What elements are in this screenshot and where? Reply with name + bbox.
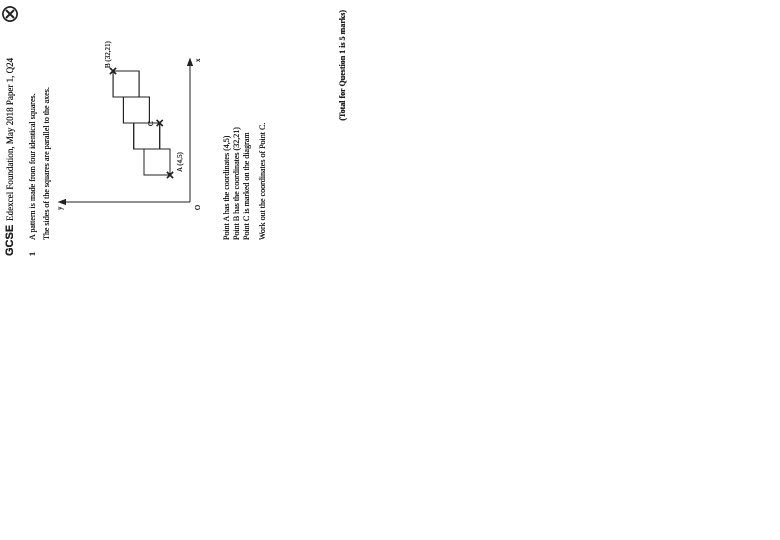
total-marks: (Total for Question 1 is 5 marks) [338,10,347,121]
diagram-label: x [194,58,202,62]
diagram-label: x [194,58,202,62]
note-text: Work out the coordinates of Point C. [258,122,267,240]
note-text: Point B has the coordinates (32,21) [232,127,241,240]
diagram-label: C [147,121,155,126]
arrow [187,58,193,66]
diagram-label: x [194,58,202,62]
diagram-label: C [147,121,155,126]
diagram-label: O [194,205,202,210]
diagram-label: B (32,21) [104,41,112,69]
diagram-label: O [194,205,202,210]
logo-cross [5,9,15,19]
diagram-label: A (4,5) [176,152,184,173]
diagram-label: B (32,21) [104,41,112,69]
note-text: Point A has the coordinates (4,5) [222,135,231,240]
square [112,70,140,98]
diagram-label: C [147,121,155,126]
page-content: GCSEEdexcel Foundation, May 2018 Paper 1… [0,0,365,262]
diagram-label: B (32,21) [104,41,112,69]
diagram-label: A (4,5) [176,152,184,173]
logo [2,6,18,22]
diagram-label: y [56,206,64,210]
diagram-label: C [147,121,155,126]
diagram-label: y [56,206,64,210]
square [133,122,161,150]
point-cross [109,67,117,75]
diagram-label: A (4,5) [176,152,184,173]
square [122,96,150,124]
diagram-label: x [194,58,202,62]
diagram: A (4,5) B (32,21) C Ox y [56,41,202,211]
diagram-label: A (4,5) [176,152,184,173]
diagram-label: y [56,206,64,210]
point-cross [166,171,174,179]
diagram-label: O [194,205,202,210]
square [143,148,171,176]
note-text: Point C is marked on the diagram [242,132,251,240]
diagram-label: B (32,21) [104,41,112,69]
arrow [58,199,66,205]
diagram-label: O [194,205,202,210]
point-cross [156,119,164,127]
diagram-label: y [56,206,64,210]
